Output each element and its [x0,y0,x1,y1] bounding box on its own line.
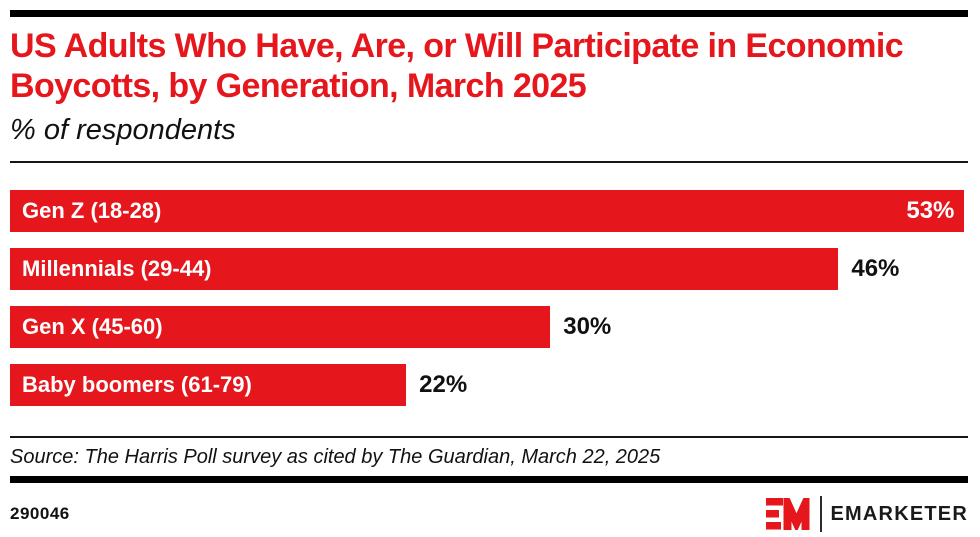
bar-category-label: Gen Z (18-28) [22,198,162,223]
source-note: Source: The Harris Poll survey as cited … [10,446,661,468]
bar-category-label: Baby boomers (61-79) [22,372,252,397]
bar-millennials: Millennials (29-44) [10,248,839,290]
bar-row-baby-boomers: Baby boomers (61-79) 22% [10,364,968,406]
footer: 290046 EMARKETER [10,496,968,532]
chart-subtitle: % of respondents [10,114,236,146]
bar-baby-boomers: Baby boomers (61-79) [10,364,407,406]
source-divider [10,436,968,438]
bar-value-label: 30% [563,313,612,340]
bottom-rule [10,476,968,483]
header-divider [10,161,968,163]
bar-category-label: Gen X (45-60) [22,314,163,339]
bar-gen-z: Gen Z (18-28) 53% [10,190,965,232]
em-logo-icon [765,498,810,530]
bar-category-label: Millennials (29-44) [22,256,212,281]
chart-content: US Adults Who Have, Are, or Will Partici… [10,0,968,532]
bar-chart: Gen Z (18-28) 53% Millennials (29-44) 46… [10,190,968,406]
bar-value-label: 53% [906,197,955,224]
bar-value-label: 22% [419,371,468,398]
bar-value-label: 46% [851,255,900,282]
top-rule [10,10,968,17]
bar-row-gen-x: Gen X (45-60) 30% [10,306,968,348]
chart-title: US Adults Who Have, Are, or Will Partici… [10,27,904,105]
bar-row-millennials: Millennials (29-44) 46% [10,248,968,290]
bar-gen-x: Gen X (45-60) [10,306,551,348]
chart-id: 290046 [10,504,70,523]
bar-row-gen-z: Gen Z (18-28) 53% [10,190,968,232]
logo-divider [819,496,822,532]
emarketer-logo: EMARKETER [765,496,968,532]
logo-wordmark: EMARKETER [830,502,968,525]
